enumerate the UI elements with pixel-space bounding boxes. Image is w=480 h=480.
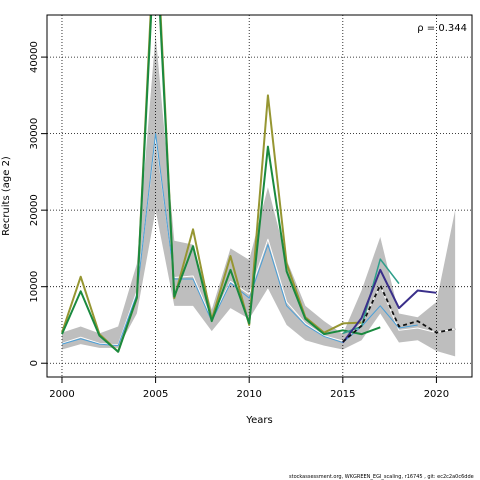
y-tick-label: 20000 (29, 194, 40, 226)
y-tick-label: 0 (29, 360, 40, 366)
x-axis-label: Years (245, 415, 272, 426)
series-line-3 (61, 15, 362, 353)
y-tick-label: 30000 (29, 118, 40, 150)
x-axis: 2000 2005 2010 2015 2020 (49, 377, 449, 400)
x-tick-label: 2000 (49, 389, 74, 400)
x-tick-label: 2020 (424, 389, 449, 400)
y-tick-label: 40000 (29, 41, 40, 73)
confidence-band (61, 34, 456, 357)
series-line-6 (342, 268, 437, 344)
series-line-1 (61, 136, 456, 346)
series-lines (61, 15, 456, 353)
y-axis-label: Recruits (age 2) (1, 156, 12, 236)
x-tick-label: 2005 (143, 389, 168, 400)
x-tick-label: 2015 (330, 389, 355, 400)
series-line-4 (61, 15, 381, 353)
series-line-7 (342, 284, 456, 343)
y-axis: 0 10000 20000 30000 40000 (29, 41, 47, 366)
plot-frame (46, 14, 473, 378)
x-tick-label: 2010 (236, 389, 261, 400)
rho-annotation: ρ = 0.344 (417, 23, 467, 34)
footer-credit: stockassessment.org, WKGREEN_EGI_scaling… (289, 474, 474, 480)
band-polygon (61, 34, 456, 357)
y-tick-label: 10000 (29, 271, 40, 303)
grid-lines (47, 15, 472, 377)
